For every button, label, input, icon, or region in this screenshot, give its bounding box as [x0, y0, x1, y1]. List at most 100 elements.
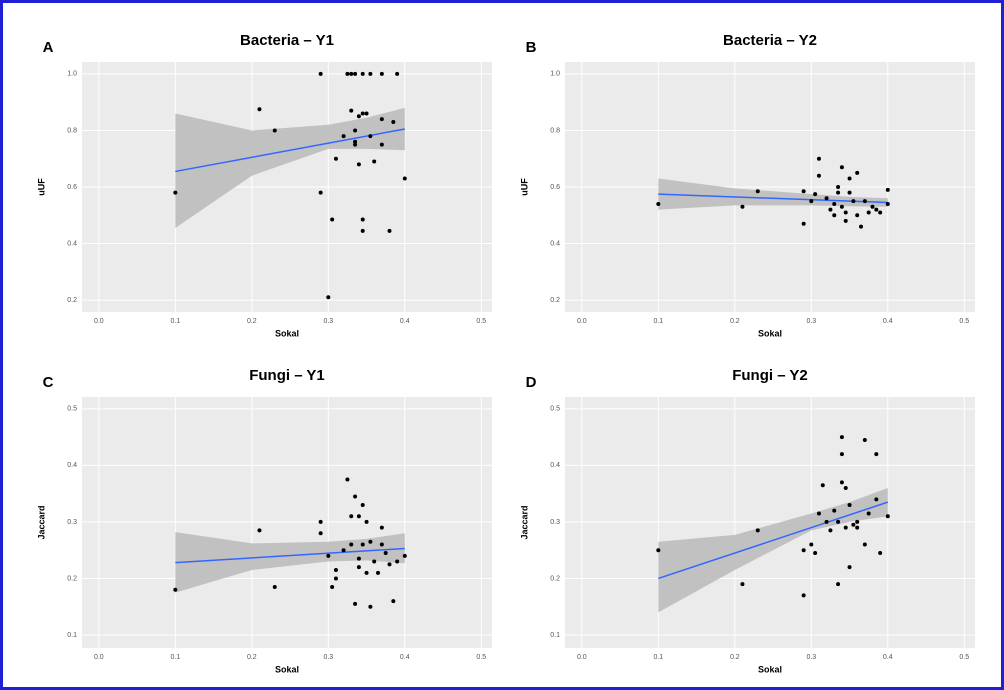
point	[816, 511, 821, 516]
point	[839, 480, 844, 485]
chart-title: Fungi – Y2	[732, 367, 808, 384]
point	[395, 71, 400, 76]
point	[866, 210, 871, 215]
point	[353, 494, 358, 499]
y-tick-label: 0.3	[550, 519, 560, 526]
point	[341, 134, 346, 139]
panel-label: B	[526, 39, 537, 56]
y-tick-label: 0.4	[550, 240, 560, 247]
point	[851, 522, 856, 527]
point	[836, 185, 841, 189]
point	[360, 71, 365, 76]
confidence-band	[175, 532, 405, 593]
chart-title: Bacteria – Y1	[240, 32, 334, 49]
point	[755, 528, 760, 533]
point	[832, 213, 837, 218]
y-axis-label: uUF	[519, 178, 529, 196]
point	[813, 192, 818, 197]
point	[832, 201, 837, 206]
point	[318, 531, 323, 536]
point	[820, 483, 825, 488]
point	[885, 201, 890, 206]
point	[402, 553, 407, 558]
y-axis-label: Jaccard	[519, 505, 529, 539]
y-tick-label: 0.3	[67, 519, 77, 526]
fit-line	[658, 501, 889, 580]
point	[257, 528, 262, 533]
x-axis-label: Sokal	[275, 328, 299, 338]
point	[368, 134, 373, 139]
y-axis-label: Jaccard	[36, 505, 46, 539]
point	[839, 452, 844, 457]
point	[859, 224, 864, 229]
point	[755, 189, 760, 194]
point	[341, 548, 346, 553]
point	[885, 187, 890, 192]
fit-line	[658, 193, 888, 204]
x-tick-label: 0.4	[883, 654, 893, 661]
point	[326, 553, 331, 558]
x-tick-label: 0.3	[323, 318, 333, 325]
point	[870, 204, 875, 209]
point	[360, 217, 365, 222]
point	[874, 452, 879, 457]
fit-line	[175, 547, 405, 564]
y-tick-label: 0.5	[550, 406, 560, 413]
confidence-band	[658, 488, 888, 613]
x-tick-label: 0.2	[730, 654, 740, 661]
point	[376, 570, 381, 575]
point	[740, 582, 745, 587]
point	[272, 584, 277, 589]
point	[855, 519, 860, 524]
point	[855, 170, 860, 175]
point	[874, 497, 879, 502]
point	[847, 176, 852, 181]
point	[878, 210, 883, 215]
point	[885, 514, 890, 519]
x-tick-label: 0.2	[247, 654, 257, 661]
x-tick-label: 0.0	[577, 318, 587, 325]
x-tick-label: 0.3	[323, 654, 333, 661]
point	[379, 542, 384, 547]
point	[387, 562, 392, 567]
point	[368, 71, 373, 76]
point	[843, 210, 848, 215]
point	[272, 128, 277, 133]
point	[379, 117, 384, 122]
point	[836, 190, 841, 195]
y-tick-label: 1.0	[67, 71, 77, 78]
point	[318, 190, 323, 195]
y-axis-label: uUF	[36, 178, 46, 196]
point	[824, 196, 829, 201]
point	[656, 201, 661, 206]
y-tick-label: 0.6	[550, 184, 560, 191]
point	[801, 593, 806, 598]
point	[364, 111, 369, 116]
point	[862, 199, 867, 204]
point	[349, 514, 354, 519]
point	[839, 204, 844, 209]
x-tick-label: 0.5	[476, 654, 486, 661]
point	[353, 139, 358, 144]
point	[318, 71, 323, 76]
x-tick-label: 0.1	[170, 318, 180, 325]
y-tick-label: 0.4	[550, 462, 560, 469]
y-tick-label: 0.8	[550, 127, 560, 134]
point	[801, 548, 806, 553]
point	[379, 142, 384, 147]
y-tick-label: 0.4	[67, 462, 77, 469]
x-tick-label: 0.3	[806, 654, 816, 661]
point	[360, 111, 365, 116]
point	[847, 502, 852, 507]
x-tick-label: 0.2	[247, 318, 257, 325]
point	[360, 542, 365, 547]
point	[740, 204, 745, 209]
point	[372, 159, 377, 164]
y-tick-label: 0.1	[67, 632, 77, 639]
panel-label: C	[43, 374, 54, 391]
chart: 0.0 0.1 0.2 0.3 0.4 0.5 0.2 0.4 0.6 0.8 1.0 Bacteri…	[36, 32, 975, 674]
point	[862, 437, 867, 442]
point	[333, 567, 338, 572]
confidence-band	[658, 178, 888, 210]
point	[843, 218, 848, 223]
